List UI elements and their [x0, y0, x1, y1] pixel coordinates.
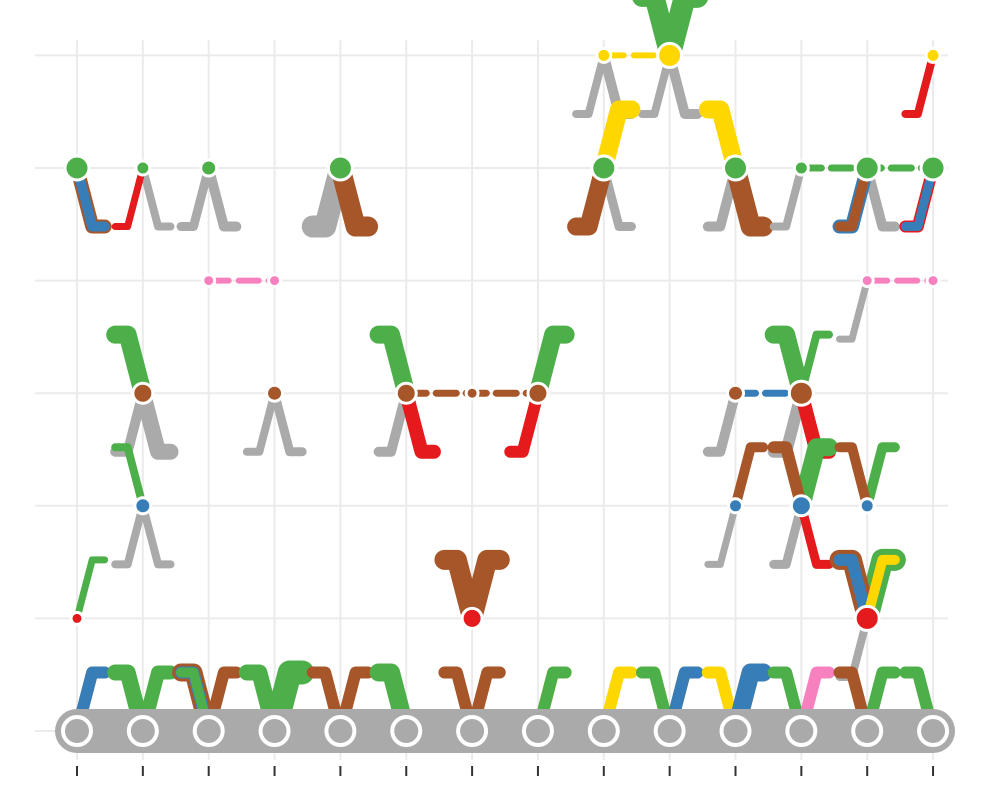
- node-green: [919, 154, 947, 182]
- node-brown: [265, 383, 285, 403]
- link-brown: [330, 158, 379, 237]
- node-pink: [859, 273, 875, 289]
- link-yellow: [862, 554, 900, 624]
- link-grey: [704, 502, 739, 568]
- link-green: [862, 442, 900, 511]
- link-grey: [270, 388, 307, 457]
- link-blue: [833, 553, 874, 625]
- link-grey: [836, 277, 871, 343]
- link-green: [73, 556, 109, 622]
- node-green: [326, 154, 354, 182]
- link-grey: [203, 163, 242, 232]
- node-pink: [267, 273, 283, 289]
- base-node: [456, 715, 489, 747]
- base-node: [917, 715, 950, 747]
- base-node: [851, 715, 884, 747]
- link-brown: [462, 549, 510, 629]
- link-yellow: [698, 100, 745, 177]
- links: [70, 0, 940, 743]
- node-brown: [394, 381, 418, 405]
- node-brown: [464, 385, 480, 401]
- base-node: [653, 715, 686, 747]
- nodes: [61, 41, 950, 747]
- link-brown: [834, 442, 873, 511]
- link-grey: [599, 163, 636, 232]
- link-brown: [834, 163, 873, 232]
- link-grey: [572, 51, 608, 118]
- node-brown: [787, 379, 815, 407]
- link-green: [369, 325, 416, 403]
- link-green: [632, 0, 680, 66]
- link-brown: [767, 441, 808, 512]
- node-green: [63, 154, 91, 182]
- link-green: [111, 443, 147, 510]
- base-node: [719, 715, 752, 747]
- node-green: [792, 159, 810, 177]
- base-node: [324, 715, 357, 747]
- node-green: [590, 154, 618, 182]
- base-node: [521, 715, 554, 747]
- node-brown: [726, 383, 745, 403]
- node-blue: [858, 497, 876, 515]
- link-grey: [664, 50, 703, 119]
- link-grey: [111, 501, 147, 569]
- base-node: [192, 715, 225, 747]
- node-yellow: [656, 41, 684, 69]
- x-axis-ticks: [76, 766, 935, 776]
- link-brown: [725, 158, 774, 237]
- node-red: [853, 604, 881, 632]
- node-green: [134, 159, 152, 177]
- link-green: [106, 325, 152, 403]
- node-pink: [201, 273, 217, 289]
- link-red: [796, 501, 834, 569]
- link-grey: [637, 51, 674, 118]
- link-grey: [862, 163, 900, 232]
- link-green: [528, 325, 575, 403]
- node-red: [460, 606, 484, 630]
- link-blue: [900, 163, 938, 232]
- node-blue: [789, 494, 813, 518]
- link-grey: [138, 164, 175, 231]
- node-blue: [133, 496, 153, 516]
- node-green: [853, 154, 881, 182]
- base-node: [61, 715, 93, 747]
- node-yellow: [924, 46, 942, 64]
- link-grey: [138, 501, 175, 569]
- node-red: [69, 610, 85, 626]
- link-brown: [730, 442, 769, 511]
- link-red: [399, 386, 441, 459]
- link-grey: [769, 501, 806, 569]
- base-node: [258, 715, 291, 747]
- link-grey: [242, 389, 279, 456]
- link-red: [111, 164, 147, 231]
- node-blue: [727, 497, 744, 515]
- link-grey: [134, 385, 179, 460]
- link-grey: [373, 388, 412, 457]
- link-green: [797, 330, 834, 398]
- link-brown: [567, 159, 613, 236]
- link-green: [792, 438, 839, 515]
- link-red: [504, 387, 544, 458]
- link-grey: [176, 163, 214, 232]
- base-node: [126, 715, 159, 747]
- link-yellow: [594, 100, 641, 177]
- link-green: [764, 325, 811, 403]
- base-node: [785, 715, 818, 747]
- link-grey: [702, 388, 741, 457]
- link-blue: [72, 163, 110, 232]
- node-green: [199, 158, 219, 178]
- base-node: [390, 715, 423, 747]
- node-green: [722, 154, 749, 182]
- node-brown: [526, 381, 550, 405]
- link-grey: [769, 164, 806, 231]
- link-red: [901, 51, 938, 118]
- base-node: [587, 715, 620, 747]
- node-brown: [131, 381, 155, 405]
- node-yellow: [595, 46, 613, 64]
- node-pink: [925, 273, 941, 289]
